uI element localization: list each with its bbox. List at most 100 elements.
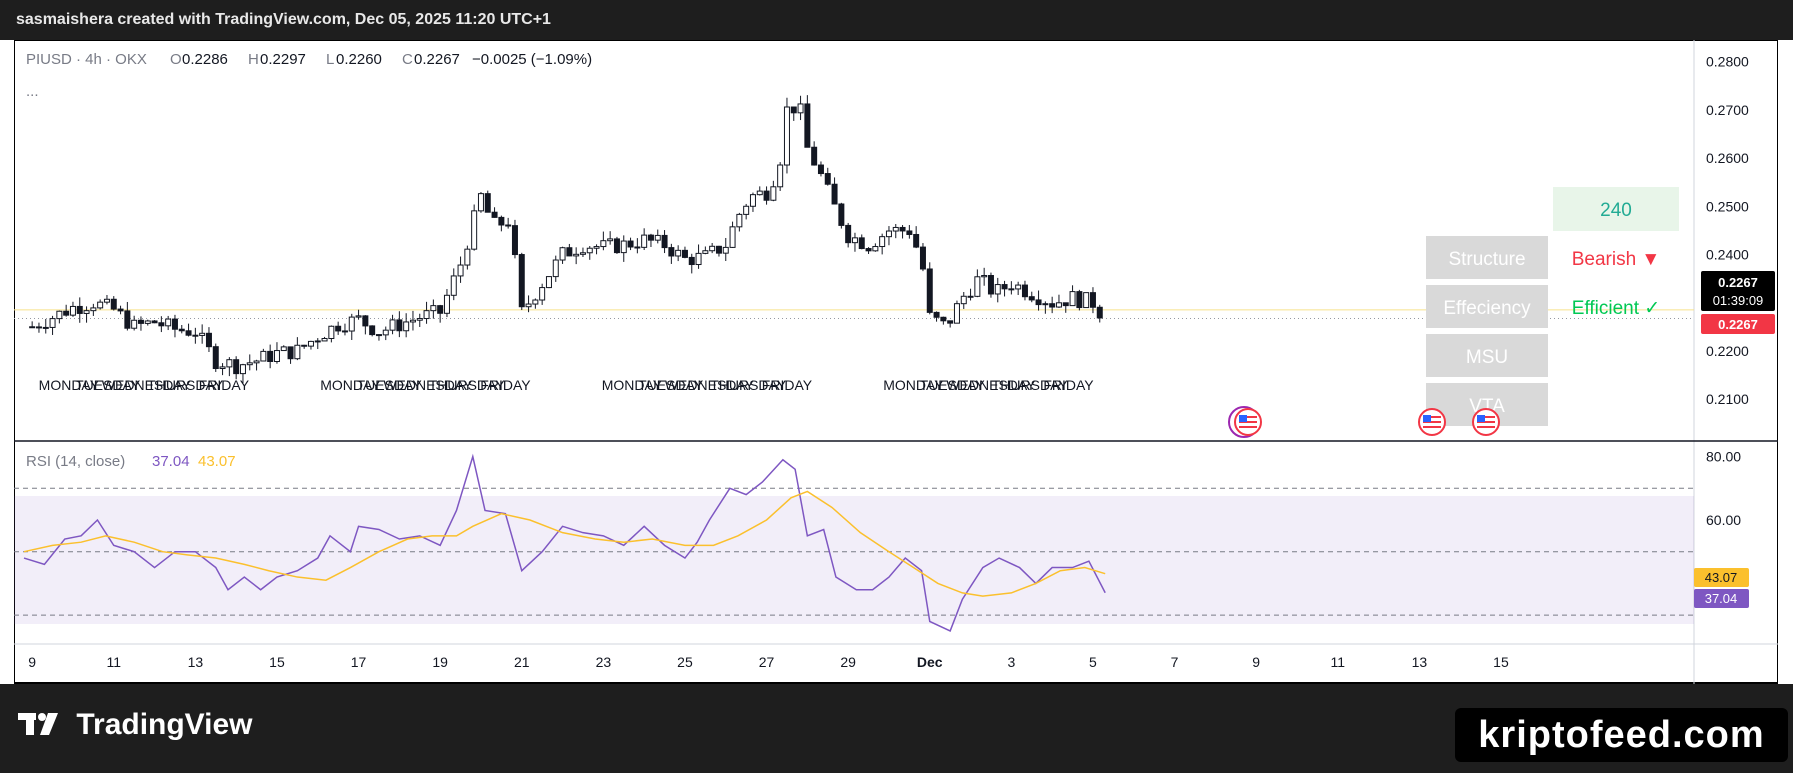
time-axis-label: 5 [1089, 654, 1097, 670]
candle-body [437, 305, 444, 314]
rsi-series-line [23, 490, 1106, 597]
candle-body [1069, 291, 1076, 307]
time-axis-label: 15 [269, 654, 285, 670]
us-flag-event-icon[interactable] [1418, 408, 1446, 436]
candle-body [804, 103, 811, 148]
time-axis-label: 13 [188, 654, 204, 670]
candle-body [484, 193, 491, 213]
candle-body [403, 321, 410, 332]
weekday-label: THURSDAY [147, 377, 224, 393]
price-axis[interactable]: 0.28000.27000.26000.25000.24000.23000.22… [1706, 54, 1749, 407]
candle-body [280, 346, 287, 352]
price-axis-label: 0.2600 [1706, 150, 1749, 166]
us-flag-event-icon[interactable] [1228, 406, 1262, 438]
weekday-label: MONDAY [602, 377, 663, 393]
candle-body [233, 359, 240, 375]
time-axis-label: 3 [1007, 654, 1015, 670]
candle-body [790, 106, 797, 114]
change-value: −0.0025 (−1.09%) [472, 51, 592, 68]
chart-canvas[interactable]: 0.28000.27000.26000.25000.24000.23000.22… [13, 39, 1779, 684]
candle-body [124, 310, 131, 329]
candle-body [627, 240, 634, 248]
candle-body [205, 332, 212, 348]
candle-body [416, 318, 423, 321]
us-flag-event-icon[interactable] [1472, 408, 1500, 436]
candle-body [634, 246, 641, 249]
weekday-label: WEDNESDAY [665, 377, 755, 393]
time-axis-label: 13 [1412, 654, 1428, 670]
candle-body [811, 146, 818, 166]
candle-body [777, 164, 784, 188]
time-axis-label: 19 [432, 654, 448, 670]
candle-body [872, 246, 879, 252]
weekday-label: THURSDAY [429, 377, 506, 393]
time-axis-label: 9 [1252, 654, 1260, 670]
candle-body [709, 245, 716, 252]
candle-body [579, 252, 586, 255]
time-axis-label: 17 [351, 654, 367, 670]
candle-body [743, 205, 750, 215]
time-axis[interactable]: 9 11 13 15 17 19 21 23 25 27 29 Dec 3 5 7 9 11 13 15 [28, 654, 1509, 670]
candle-body [831, 183, 838, 205]
candle-body [1062, 302, 1069, 307]
weekday-label: WEDNESDAY [383, 377, 473, 393]
candle-body [1035, 299, 1042, 306]
candle-body [539, 287, 546, 301]
price-axis-label: 0.2200 [1706, 343, 1749, 359]
candle-body [851, 237, 858, 244]
close-value: 0.2267 [414, 51, 460, 68]
candle-body [974, 276, 981, 297]
rsi-ma-value: 43.07 [198, 453, 236, 470]
rsi-axis-label: 60.00 [1706, 512, 1741, 528]
candle-body [552, 259, 559, 278]
candle-body [715, 245, 722, 254]
structure-cell [1426, 236, 1548, 279]
candle-body [940, 316, 947, 322]
rsi-title[interactable]: RSI (14, close) [26, 453, 125, 470]
candle-body [477, 193, 484, 212]
candle-body [566, 247, 573, 257]
rsi-tag [1694, 589, 1749, 608]
candle-body [144, 320, 151, 324]
candle-body [348, 316, 355, 332]
time-axis-label: 29 [840, 654, 856, 670]
symbol-label[interactable]: PIUSD · 4h · OKX [26, 51, 147, 68]
candle-body [178, 328, 185, 332]
weekday-label: FRIDAY [199, 377, 250, 393]
weekday-label: MONDAY [39, 377, 100, 393]
candle-body [926, 268, 933, 313]
more-indicators-button[interactable]: ... [26, 83, 39, 100]
timeframe-cell [1553, 187, 1679, 231]
candle-body [362, 315, 369, 327]
rsi-ma-tag-value: 43.07 [1705, 570, 1738, 585]
candle-body [661, 234, 668, 249]
candle-body [756, 190, 763, 196]
candle-body [573, 253, 580, 257]
candle-body [464, 248, 471, 266]
candle-body [491, 211, 498, 218]
candle-body [947, 320, 954, 324]
chart-frame: 0.28000.27000.26000.25000.24000.23000.22… [13, 39, 1779, 684]
low-label: L [326, 51, 334, 68]
candle-body [49, 318, 56, 328]
candle-body [1083, 292, 1090, 309]
time-axis-label: 15 [1493, 654, 1509, 670]
candle-body [1049, 303, 1056, 308]
candle-body [341, 330, 348, 333]
candle-body [294, 344, 301, 360]
candle-body [63, 310, 70, 316]
candle-body [110, 298, 117, 310]
candle-body [389, 319, 396, 331]
candle-body [511, 225, 518, 256]
candle-body [892, 226, 899, 232]
candle-body [443, 294, 450, 314]
candle-body [899, 226, 906, 232]
candle-body [722, 246, 729, 254]
candle-body [430, 305, 437, 312]
weekday-label: MONDAY [883, 377, 944, 393]
candle-body [35, 326, 42, 329]
bar-countdown: 01:39:09 [1713, 293, 1764, 308]
time-axis-label: 25 [677, 654, 693, 670]
time-axis-label: 11 [1330, 654, 1345, 670]
candle-body [185, 330, 192, 336]
